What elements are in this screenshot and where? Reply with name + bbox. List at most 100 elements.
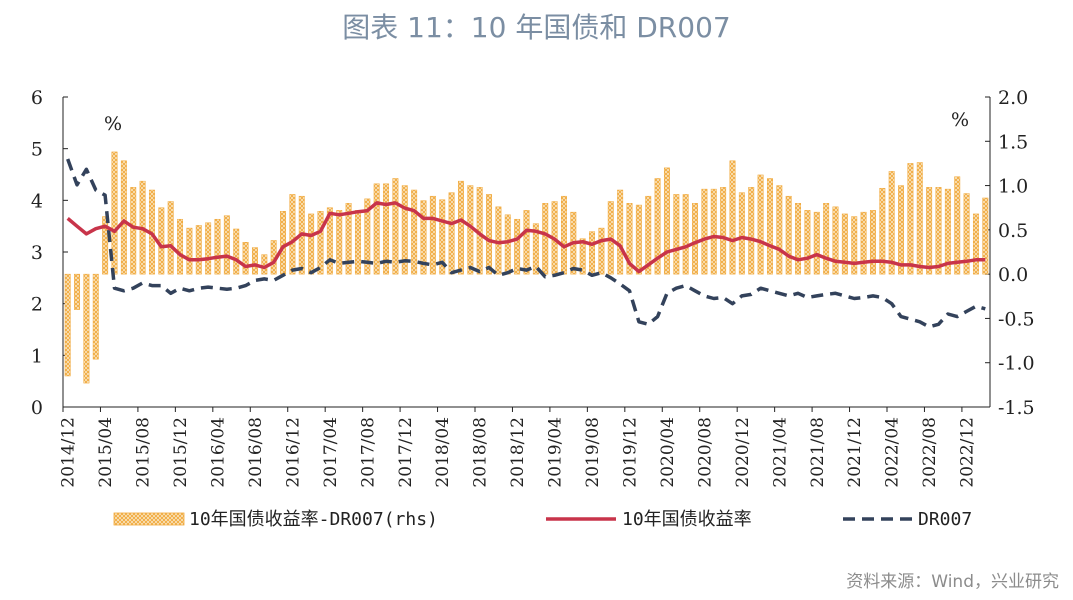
spread-bar (954, 176, 961, 275)
left-y-tick-label: 4 (31, 190, 43, 212)
x-tick-label: 2018/08 (471, 417, 491, 488)
spread-bar (92, 273, 99, 360)
spread-bar (289, 194, 296, 275)
legend-label-yield: 10年国债收益率 (622, 509, 752, 530)
spread-bar (439, 199, 446, 275)
spread-bar (280, 211, 287, 275)
spread-bar (167, 201, 174, 275)
spread-bar (364, 198, 371, 275)
spread-bar (757, 174, 764, 275)
right-unit-label: % (951, 109, 969, 131)
x-tick-label: 2020/12 (733, 417, 753, 488)
right-y-tick-label: 1.0 (998, 176, 1028, 198)
spread-bar (223, 215, 230, 275)
spread-bar (738, 192, 745, 275)
spread-bar (766, 178, 773, 275)
spread-bar (560, 195, 567, 275)
right-y-tick-label: 0.0 (998, 264, 1028, 286)
spread-bar (542, 203, 549, 275)
spread-bar (729, 160, 736, 275)
x-tick-label: 2022/08 (920, 417, 940, 488)
spread-bar (879, 187, 886, 275)
spread-bar (579, 238, 586, 275)
spread-bar (654, 178, 661, 275)
x-tick-label: 2017/12 (396, 417, 416, 488)
left-y-tick-label: 1 (31, 345, 43, 367)
spread-bar (869, 210, 876, 275)
spread-bar (982, 197, 989, 275)
spread-bar (504, 214, 511, 275)
spread-bar (617, 189, 624, 275)
spread-bar (898, 185, 905, 275)
spread-bar (308, 213, 315, 275)
x-tick-label: 2017/04 (321, 417, 341, 488)
spread-bar (261, 254, 268, 275)
spread-bar (944, 188, 951, 275)
left-y-tick-label: 6 (31, 87, 43, 109)
spread-bar (120, 160, 127, 275)
spread-bar (935, 187, 942, 275)
spread-bar (336, 210, 343, 275)
spread-bar (532, 223, 539, 275)
x-tick-label: 2016/12 (283, 417, 303, 488)
right-y-tick-label: 2.0 (998, 87, 1028, 109)
spread-bar (589, 231, 596, 275)
spread-bar (598, 227, 605, 275)
spread-bar (345, 203, 352, 275)
source-note: 资料来源：Wind，兴业研究 (846, 572, 1059, 592)
left-unit-label: % (104, 113, 122, 135)
spread-bar (841, 213, 848, 275)
spread-bar (326, 207, 333, 275)
right-y-tick-label: -1.5 (998, 397, 1035, 419)
spread-bar (83, 273, 90, 384)
spread-bar (804, 210, 811, 275)
spread-bar (74, 273, 81, 310)
spread-bar (645, 195, 652, 275)
spread-bar (972, 213, 979, 275)
line-series (66, 158, 986, 329)
spread-bar (401, 185, 408, 275)
spread-bar (448, 192, 455, 275)
spread-bar (635, 204, 642, 275)
x-tick-label: 2021/04 (770, 417, 790, 488)
spread-bar (860, 211, 867, 275)
legend: 10年国债收益率-DR007(rhs) 10年国债收益率 DR007 (113, 509, 972, 530)
left-y-tick-label: 3 (31, 242, 43, 264)
x-tick-label: 2020/04 (658, 417, 678, 488)
right-y-axis-labels: -1.5 -1.0 -0.5 0.0 0.5 1.0 1.5 2.0 (998, 87, 1035, 419)
spread-bar (354, 210, 361, 275)
x-tick-label: 2015/12 (171, 417, 191, 488)
x-tick-label: 2016/08 (246, 417, 266, 488)
spread-bar (823, 203, 830, 275)
spread-bar (832, 206, 839, 275)
x-tick-label: 2019/04 (546, 417, 566, 488)
spread-bar (411, 189, 418, 275)
spread-bar (251, 247, 258, 275)
x-tick-label: 2021/12 (845, 417, 865, 488)
spread-bar (926, 187, 933, 275)
spread-bar (851, 216, 858, 275)
spread-bar (916, 162, 923, 275)
spread-bar (888, 171, 895, 275)
x-tick-label: 2020/08 (695, 417, 715, 488)
spread-bar (682, 194, 689, 275)
x-tick-label: 2022/04 (883, 417, 903, 488)
spread-bar (692, 203, 699, 275)
spread-bar (392, 178, 399, 275)
right-y-tick-label: -0.5 (998, 308, 1035, 330)
spread-bar (102, 216, 109, 275)
spread-bar (429, 195, 436, 275)
x-tick-label: 2021/08 (808, 417, 828, 488)
spread-bar (420, 200, 427, 275)
spread-bar (205, 222, 212, 275)
x-tick-label: 2019/12 (621, 417, 641, 488)
spread-bar (963, 193, 970, 275)
spread-bar (383, 183, 390, 275)
spread-bar (177, 218, 184, 275)
dr007-line (66, 158, 986, 329)
right-y-tick-label: 1.5 (998, 131, 1028, 153)
spread-bar (907, 163, 914, 275)
x-tick-label: 2018/04 (433, 417, 453, 488)
spread-bars (64, 151, 989, 384)
spread-bar (242, 242, 249, 275)
